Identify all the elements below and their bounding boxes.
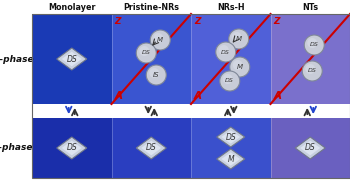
Circle shape [230, 57, 250, 77]
Text: A: A [194, 91, 202, 101]
Bar [191, 14, 271, 104]
Circle shape [150, 30, 170, 50]
Text: DS: DS [225, 78, 234, 84]
Text: h-phase: h-phase [0, 54, 34, 64]
Text: Z: Z [273, 17, 280, 26]
Text: Z: Z [194, 17, 201, 26]
Text: M: M [157, 37, 163, 43]
Text: M: M [228, 154, 234, 163]
Text: A: A [114, 91, 122, 101]
Circle shape [219, 45, 229, 55]
Circle shape [304, 35, 324, 55]
Text: t-phase: t-phase [0, 143, 33, 153]
Text: M: M [237, 64, 243, 70]
Text: M: M [236, 36, 242, 42]
Bar [271, 118, 350, 178]
Polygon shape [57, 137, 87, 159]
Text: NTs: NTs [302, 2, 318, 12]
Circle shape [305, 64, 315, 74]
Polygon shape [222, 130, 240, 144]
Bar [191, 118, 271, 178]
Polygon shape [57, 48, 87, 70]
Circle shape [223, 74, 233, 84]
Circle shape [233, 60, 243, 70]
Circle shape [216, 42, 236, 62]
Circle shape [139, 46, 149, 56]
Circle shape [149, 68, 159, 78]
Circle shape [153, 33, 163, 43]
Text: Pristine-NRs: Pristine-NRs [123, 2, 179, 12]
Text: DS: DS [221, 50, 230, 54]
Text: DS: DS [146, 143, 157, 153]
Polygon shape [295, 137, 325, 159]
Polygon shape [141, 141, 161, 155]
Text: Z: Z [114, 17, 121, 26]
Text: DS: DS [142, 50, 151, 56]
Bar [271, 14, 350, 104]
Text: NRs-H: NRs-H [217, 2, 245, 12]
Bar [112, 118, 191, 178]
Bar [32, 14, 350, 178]
Text: DS: DS [308, 68, 317, 74]
Circle shape [220, 71, 240, 91]
Circle shape [136, 43, 156, 63]
Text: DS: DS [310, 43, 319, 47]
Text: DS: DS [305, 143, 316, 153]
Circle shape [229, 29, 249, 49]
Text: DS: DS [66, 143, 77, 153]
Circle shape [146, 65, 166, 85]
Polygon shape [217, 127, 245, 147]
Text: DS: DS [225, 132, 236, 142]
Circle shape [307, 38, 317, 48]
Polygon shape [300, 141, 320, 155]
Circle shape [302, 61, 322, 81]
Text: A: A [273, 91, 281, 101]
Circle shape [232, 32, 242, 42]
Polygon shape [62, 141, 82, 155]
Text: IS: IS [153, 72, 160, 78]
Bar [32, 118, 112, 178]
Text: DS: DS [66, 54, 77, 64]
Text: Monolayer: Monolayer [48, 2, 96, 12]
Bar [112, 14, 191, 104]
Polygon shape [222, 152, 240, 166]
Bar [32, 14, 112, 104]
Polygon shape [136, 137, 166, 159]
Polygon shape [62, 52, 82, 66]
Polygon shape [217, 149, 245, 169]
